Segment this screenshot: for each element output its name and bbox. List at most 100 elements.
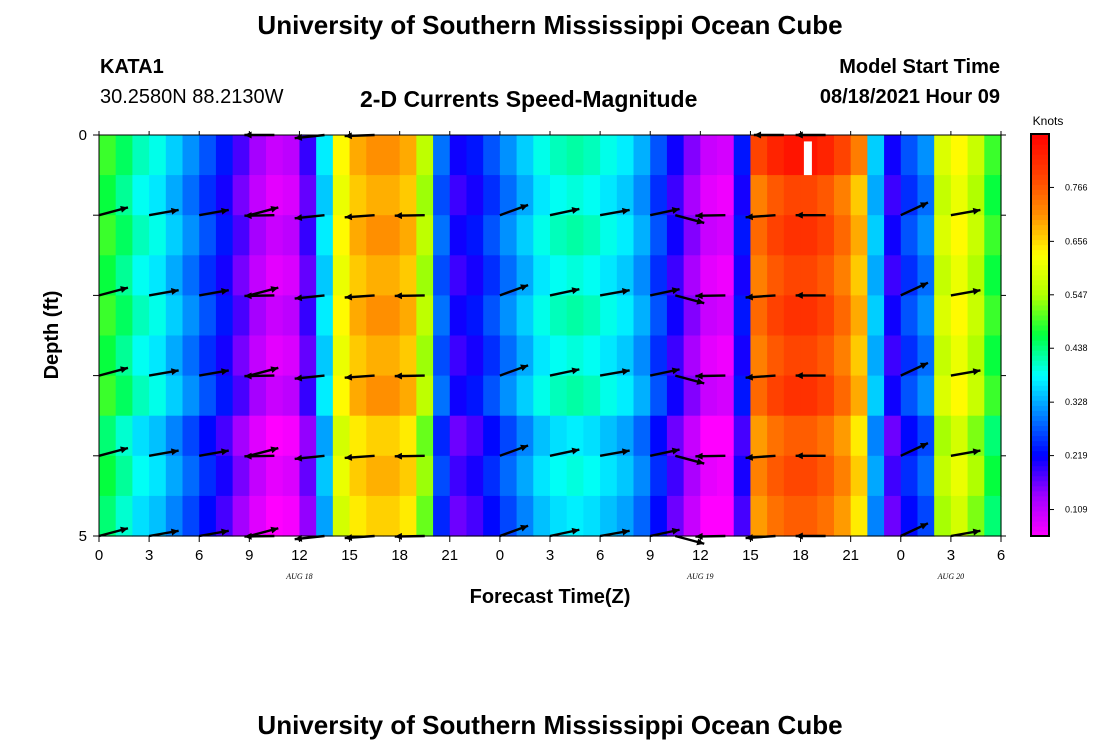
heat-cell bbox=[416, 415, 434, 457]
heat-cell bbox=[349, 455, 367, 497]
heat-cell bbox=[433, 135, 451, 176]
heat-cell bbox=[149, 375, 167, 417]
heat-cell bbox=[399, 255, 417, 296]
heat-cell bbox=[316, 215, 334, 256]
heat-cell bbox=[884, 335, 902, 377]
current-arrow bbox=[344, 132, 375, 140]
heat-cell bbox=[967, 495, 985, 537]
heat-cell bbox=[99, 215, 117, 256]
heat-cell bbox=[132, 335, 150, 377]
speed-heatmap bbox=[99, 135, 1002, 537]
heat-cell bbox=[199, 295, 217, 337]
current-arrow bbox=[649, 447, 680, 457]
heat-cell bbox=[583, 415, 601, 457]
heat-cell bbox=[449, 175, 468, 216]
heat-cell bbox=[700, 295, 718, 337]
colorbar-band bbox=[1031, 239, 1049, 246]
heat-cell bbox=[767, 215, 785, 256]
heat-cell bbox=[115, 455, 134, 497]
heat-cell bbox=[550, 295, 568, 337]
heat-cell bbox=[332, 175, 351, 216]
heat-cell bbox=[533, 175, 551, 216]
heat-cell bbox=[850, 175, 868, 216]
heat-cell bbox=[616, 495, 635, 537]
heat-cell bbox=[967, 335, 985, 377]
current-arrow bbox=[599, 368, 630, 377]
colorbar-frame bbox=[1030, 133, 1050, 537]
current-arrow bbox=[244, 372, 275, 380]
colorbar-tick-label: 0.656 bbox=[1065, 236, 1088, 246]
heat-cell bbox=[399, 495, 417, 537]
y-axis-label: Depth (ft) bbox=[41, 291, 63, 380]
heat-cell bbox=[182, 415, 200, 457]
colorbar-band bbox=[1031, 350, 1049, 356]
heat-cell bbox=[833, 415, 852, 457]
heat-cell bbox=[783, 215, 802, 256]
colorbar-band bbox=[1031, 184, 1049, 190]
heat-cell bbox=[666, 375, 685, 417]
heat-cell bbox=[483, 335, 501, 377]
colorbar-band bbox=[1031, 345, 1049, 351]
current-arrow bbox=[900, 442, 929, 457]
heat-cell bbox=[767, 335, 785, 377]
heat-cell bbox=[249, 295, 267, 337]
heat-cell bbox=[282, 375, 301, 417]
heat-cell bbox=[349, 255, 367, 296]
heat-cell bbox=[616, 455, 635, 497]
heat-cell bbox=[633, 415, 651, 457]
heat-cell bbox=[149, 415, 167, 457]
heat-cell bbox=[382, 415, 401, 457]
heat-cell bbox=[900, 335, 919, 377]
heat-cell bbox=[750, 175, 768, 216]
heat-cell bbox=[984, 495, 1002, 537]
heat-cell bbox=[633, 175, 651, 216]
heat-cell bbox=[733, 375, 752, 417]
current-arrow bbox=[795, 372, 826, 380]
heat-cell bbox=[934, 295, 952, 337]
colorbar-band bbox=[1031, 264, 1049, 271]
x-tick-label: 3 bbox=[947, 547, 955, 564]
x-axis: 0 3 6 9 12 15 18 21 0 3 6 9 12 15 18 21 0 3 6 AUG 18 AUG 19 A… bbox=[95, 131, 1005, 581]
colorbar-band bbox=[1031, 294, 1049, 301]
current-arrow bbox=[695, 452, 726, 460]
heat-cell bbox=[99, 495, 117, 537]
heat-cell bbox=[666, 415, 685, 457]
heat-cell bbox=[416, 255, 434, 296]
heat-cell bbox=[850, 215, 868, 256]
current-arrow bbox=[674, 294, 705, 305]
heat-cell bbox=[449, 495, 468, 537]
x-tick-label: 6 bbox=[596, 547, 604, 564]
heat-cell bbox=[884, 175, 902, 216]
heat-cell bbox=[165, 495, 184, 537]
heat-cell bbox=[132, 175, 150, 216]
heat-cell bbox=[366, 215, 384, 256]
colorbar-band bbox=[1031, 159, 1049, 165]
heat-cell bbox=[700, 455, 718, 497]
heat-cell bbox=[282, 175, 301, 216]
heat-cell bbox=[917, 175, 935, 216]
heat-cell bbox=[884, 415, 902, 457]
current-arrow bbox=[599, 448, 630, 457]
heat-cell bbox=[850, 335, 868, 377]
heat-cell bbox=[299, 295, 317, 337]
current-arrow bbox=[249, 526, 279, 538]
heat-cell bbox=[249, 175, 267, 216]
heat-cell bbox=[900, 295, 919, 337]
heat-cell bbox=[366, 335, 384, 377]
heat-cell bbox=[232, 175, 250, 216]
heat-cell bbox=[215, 175, 234, 216]
heat-cell bbox=[800, 215, 818, 256]
heat-cell bbox=[717, 135, 735, 176]
colorbar-band bbox=[1031, 385, 1049, 391]
heat-cell bbox=[516, 335, 534, 377]
colorbar-band bbox=[1031, 380, 1049, 386]
model-start-time: 08/18/2021 Hour 09 bbox=[819, 86, 1000, 108]
heat-cell bbox=[416, 215, 434, 256]
heat-cell bbox=[299, 455, 317, 497]
colorbar-band bbox=[1031, 209, 1049, 215]
heat-cell bbox=[783, 295, 802, 337]
heat-cell bbox=[566, 375, 585, 417]
heat-cell bbox=[115, 295, 134, 337]
heat-cell bbox=[533, 255, 551, 296]
heat-cell bbox=[733, 295, 752, 337]
